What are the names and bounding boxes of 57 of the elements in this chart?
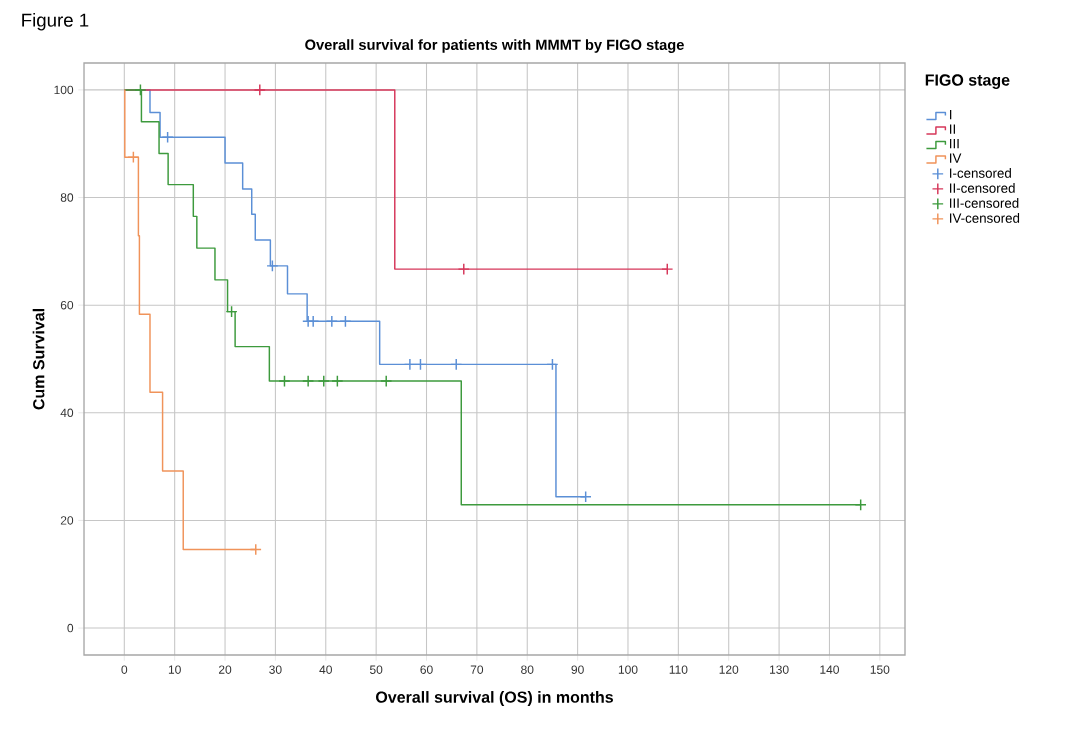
x-tick-label: 110 xyxy=(669,665,688,674)
x-tick-label: 0 xyxy=(121,665,128,674)
point xyxy=(661,263,674,276)
point xyxy=(278,374,291,388)
y-axis-title: Cum Survival xyxy=(32,309,45,410)
point xyxy=(579,490,592,503)
point xyxy=(546,358,559,371)
legend-label: IV xyxy=(950,153,962,163)
y-tick-label: 20 xyxy=(60,516,74,525)
legend-label: I-censored xyxy=(950,168,1011,178)
point xyxy=(134,83,147,96)
caption: Figure 1 xyxy=(22,13,89,31)
y-tick-label: 40 xyxy=(60,408,74,418)
point xyxy=(450,358,463,371)
point xyxy=(380,374,393,388)
chart-title: Overall survival for patients with MMMT by FIGO stage xyxy=(305,39,684,53)
x-tick-label: 10 xyxy=(168,665,181,674)
point xyxy=(225,305,238,318)
point xyxy=(249,543,262,556)
x-tick-label: 150 xyxy=(870,665,890,674)
x-tick-label: 50 xyxy=(369,665,383,674)
legend-title: FIGO stage xyxy=(925,74,1010,89)
y-tick-label: 100 xyxy=(54,85,74,95)
point xyxy=(414,358,427,371)
x-tick-label: 30 xyxy=(269,665,282,674)
point xyxy=(317,374,330,388)
x-tick-label: 140 xyxy=(820,665,839,674)
y-tick-label: 60 xyxy=(60,300,74,310)
x-tick-label: 130 xyxy=(769,665,789,674)
legend-label: IV-censored xyxy=(950,213,1020,223)
point xyxy=(253,83,266,96)
legend-label: III xyxy=(950,139,959,149)
x-tick-label: 20 xyxy=(218,665,232,674)
legend-label: III-censored xyxy=(950,198,1019,208)
point xyxy=(302,374,315,388)
y-tick-label: 0 xyxy=(67,623,74,633)
y-tick-label: 80 xyxy=(60,193,74,202)
point xyxy=(854,498,867,511)
point xyxy=(339,315,352,328)
x-tick-label: 40 xyxy=(319,665,332,674)
x-tick-label: 80 xyxy=(521,665,534,674)
point xyxy=(331,374,344,388)
x-tick-label: 120 xyxy=(719,665,739,674)
legend-label: II-censored xyxy=(950,183,1015,193)
legend-label: I xyxy=(950,110,952,120)
point xyxy=(161,131,174,144)
point xyxy=(403,358,416,371)
x-tick-label: 100 xyxy=(618,665,638,674)
x-tick-label: 70 xyxy=(470,665,484,674)
x-tick-label: 90 xyxy=(571,665,584,674)
x-axis-title: Overall survival (OS) in months xyxy=(376,691,613,706)
point xyxy=(325,315,338,328)
point xyxy=(266,259,279,272)
point xyxy=(457,263,470,276)
point xyxy=(127,151,140,164)
x-tick-label: 60 xyxy=(420,665,433,674)
legend-label: II xyxy=(950,124,955,134)
